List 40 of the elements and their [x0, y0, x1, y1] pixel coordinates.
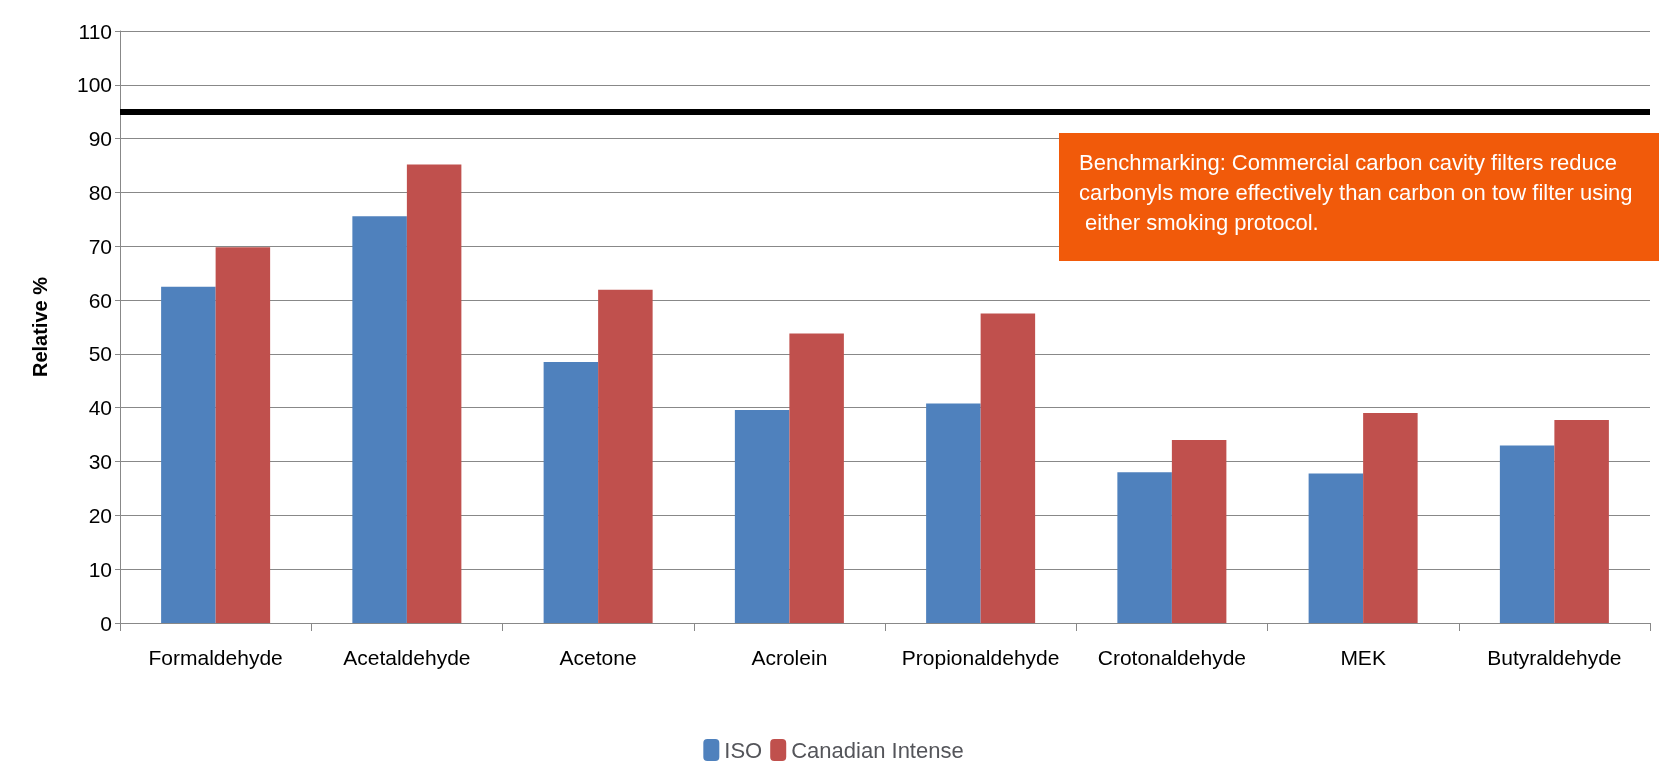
bar: [1363, 413, 1418, 623]
x-tick-label: Crotonaldehyde: [1097, 646, 1247, 669]
y-tick-label: 0: [100, 611, 112, 635]
bar: [734, 409, 790, 623]
bar: [215, 247, 271, 623]
y-tick-label: 110: [78, 19, 112, 43]
x-tick-label: Acrolein: [751, 646, 828, 669]
bar: [1499, 445, 1555, 623]
bar: [543, 361, 599, 623]
y-tick-label: 60: [88, 288, 112, 312]
bar: [980, 313, 1036, 623]
bar: [161, 286, 216, 623]
legend-label: ISO: [724, 737, 763, 763]
bar: [1554, 420, 1609, 623]
annotation: Benchmarking: Commercial carbon cavity filters reduce carbonyls more effectively than carbon on tow filter using either smoking protocol.: [1079, 149, 1633, 235]
y-tick-label: 70: [88, 234, 112, 258]
y-tick-label: 100: [76, 73, 112, 97]
bar: [352, 216, 407, 623]
bar: [1117, 472, 1172, 623]
x-tick-label: Butyraldehyde: [1487, 646, 1622, 669]
bar: [598, 289, 653, 623]
y-tick-label: 90: [88, 127, 112, 151]
y-tick-label: 30: [88, 450, 112, 474]
y-tick-label: 80: [88, 180, 112, 204]
y-axis-title: Relative %: [29, 276, 51, 378]
x-tick-label: Acetone: [559, 646, 637, 669]
legend-label: Canadian Intense: [791, 737, 964, 763]
x-tick-label: Propionaldehyde: [901, 646, 1060, 669]
y-tick-label: 50: [88, 342, 112, 366]
bar: [789, 333, 844, 623]
y-tick-label: 40: [88, 396, 112, 420]
y-tick-label: 10: [88, 557, 112, 581]
bar: [406, 164, 462, 623]
bar: [926, 403, 981, 623]
bar: [1171, 440, 1227, 623]
bar: [1308, 473, 1364, 623]
x-tick-label: Acetaldehyde: [343, 646, 471, 669]
y-tick-label: 20: [88, 503, 112, 527]
x-tick-label: Formaldehyde: [148, 646, 283, 669]
x-tick-label: MEK: [1340, 646, 1386, 669]
